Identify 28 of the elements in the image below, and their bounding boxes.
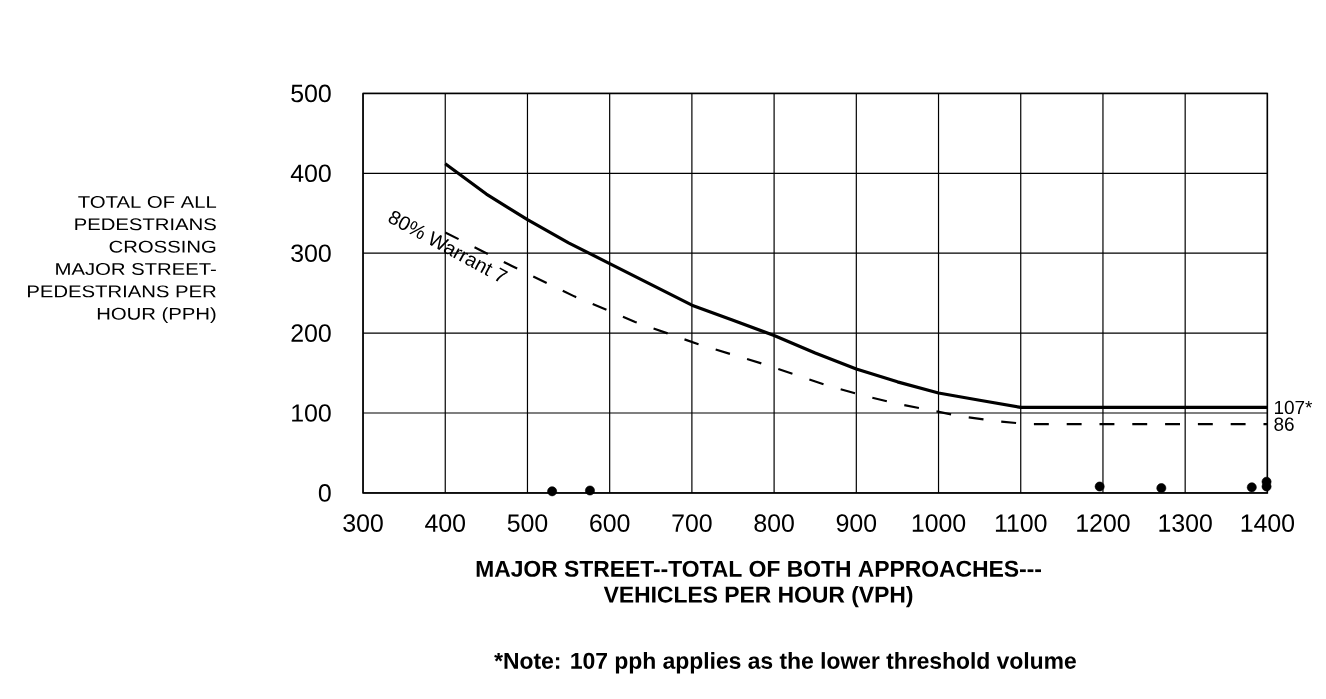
x-tick-label: 400 — [425, 514, 465, 533]
point — [1094, 481, 1105, 492]
x-tick-label: 800 — [754, 514, 794, 533]
point — [547, 486, 557, 497]
x-tick-label: 1300 — [1159, 514, 1212, 533]
y-tick-label: 300 — [291, 244, 331, 263]
x-tick-label: 1000 — [912, 514, 966, 533]
x-axis-title: MAJOR STREET--TOTAL OF BOTH APPROACHES--- VEHICLES PER HOUR (VPH) — [476, 560, 1041, 608]
y-tick-label: 500 — [291, 84, 331, 103]
point — [1246, 482, 1257, 493]
y-tick-label: 100 — [292, 404, 331, 422]
x-tick-label: 1200 — [1077, 514, 1130, 533]
y-axis-title: TOTAL OF ALL PEDESTRIANS CROSSING MAJOR STREET-PEDESTRIANS PER HOUR (PPH) — [28, 196, 217, 324]
y-tick-label: 400 — [290, 164, 331, 183]
annotation: 86 — [1274, 417, 1294, 432]
y-tick-label: 200 — [291, 324, 331, 343]
x-tick-label: 500 — [507, 514, 548, 533]
point — [1156, 483, 1167, 494]
text: *Note: 107 pph applies as the lower threshold volume — [494, 652, 1076, 674]
x-tick-label: 300 — [343, 514, 383, 533]
x-tick-label: 1400 — [1241, 514, 1295, 533]
x-tick-label: 900 — [836, 514, 877, 533]
y-tick-label: 0 — [318, 484, 331, 502]
x-tick-label: 1100 — [995, 514, 1047, 533]
point — [585, 485, 595, 496]
x-tick-label: 600 — [590, 514, 630, 533]
annotation: 107* — [1274, 400, 1313, 415]
x-tick-label: 700 — [672, 514, 712, 533]
